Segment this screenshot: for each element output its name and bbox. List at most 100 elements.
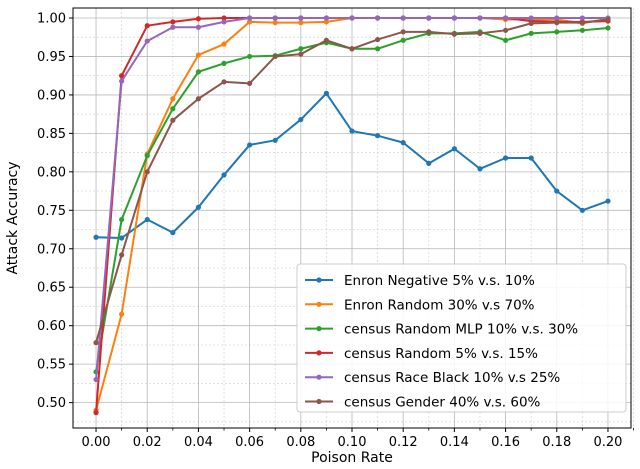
data-point: [579, 15, 585, 21]
legend-item: Enron Random 30% v.s 70%: [305, 297, 535, 313]
data-point: [605, 198, 611, 204]
legend-label: census Random 5% v.s. 15%: [344, 346, 538, 362]
series-5: [93, 15, 611, 383]
data-point: [502, 37, 509, 43]
y-axis-label: Attack Accuracy: [5, 161, 21, 274]
data-point: [554, 188, 560, 194]
data-point: [349, 46, 355, 52]
data-point: [170, 19, 176, 25]
y-tick-label: 0.85: [37, 127, 66, 142]
y-tick-label: 0.90: [37, 88, 66, 103]
data-point: [144, 169, 150, 175]
data-point: [195, 24, 202, 30]
data-point: [400, 29, 406, 35]
data-point: [400, 37, 406, 43]
data-point: [528, 30, 534, 36]
data-point: [298, 20, 304, 26]
data-point: [528, 155, 534, 161]
legend-label: Enron Negative 5% v.s. 10%: [344, 273, 535, 289]
x-tick-label: 0.04: [184, 435, 213, 450]
legend: Enron Negative 5% v.s. 10% Enron Random 3…: [296, 263, 627, 413]
legend-item: Enron Negative 5% v.s. 10%: [305, 273, 535, 289]
data-point: [119, 78, 125, 84]
x-tick-label: 0.00: [82, 435, 111, 450]
data-point: [323, 90, 330, 96]
x-tick-label: 0.16: [491, 435, 520, 450]
data-point: [272, 20, 278, 26]
data-point: [247, 142, 253, 148]
legend-item: census Gender 40% v.s. 60%: [305, 395, 541, 411]
data-point: [451, 146, 457, 152]
legend-marker: [316, 374, 322, 380]
data-point: [323, 19, 330, 25]
data-point: [477, 15, 483, 21]
data-point: [93, 340, 99, 346]
data-point: [426, 160, 432, 166]
data-point: [374, 15, 381, 21]
data-point: [144, 38, 150, 44]
data-point: [170, 96, 176, 102]
x-axis-label: Poison Rate: [311, 450, 393, 466]
data-point: [221, 60, 227, 66]
data-point: [221, 15, 227, 21]
x-tick-label: 0.20: [593, 435, 622, 450]
data-point: [298, 15, 304, 21]
data-point: [426, 29, 432, 35]
y-tick-label: 0.80: [37, 165, 66, 180]
y-tick-label: 0.70: [37, 242, 66, 257]
data-point: [605, 16, 611, 23]
data-point: [247, 15, 253, 21]
data-point: [451, 31, 457, 37]
data-point: [374, 133, 381, 139]
data-point: [477, 166, 483, 172]
data-point: [554, 29, 560, 35]
legend-marker: [316, 277, 322, 283]
legend-label: census Race Black 10% v.s 25%: [344, 370, 560, 386]
data-point: [93, 410, 99, 416]
data-point: [221, 41, 227, 47]
data-point: [554, 15, 560, 21]
data-point: [119, 311, 125, 317]
legend-label: census Gender 40% v.s. 60%: [344, 395, 541, 411]
data-point: [426, 15, 432, 21]
data-point: [554, 20, 560, 26]
data-point: [170, 117, 176, 123]
data-point: [195, 52, 202, 58]
series-6: [93, 16, 611, 346]
data-point: [170, 106, 176, 112]
data-point: [323, 37, 330, 43]
data-point: [119, 252, 125, 258]
data-point: [579, 27, 585, 33]
y-tick-label: 0.60: [37, 319, 66, 334]
y-tick-label: 0.95: [37, 50, 66, 65]
data-point: [502, 155, 509, 161]
data-point: [272, 137, 278, 143]
legend-marker: [316, 350, 322, 356]
data-point: [400, 140, 406, 146]
data-point: [272, 15, 278, 21]
data-point: [93, 234, 99, 240]
data-point: [247, 53, 253, 60]
data-point: [195, 69, 202, 75]
data-point: [528, 20, 534, 26]
legend-item: census Race Black 10% v.s 25%: [305, 370, 560, 386]
data-point: [272, 53, 278, 60]
data-point: [170, 230, 176, 236]
legend-marker: [316, 398, 322, 405]
data-point: [221, 172, 227, 178]
data-point: [400, 15, 406, 21]
series-1: [93, 90, 611, 241]
data-point: [298, 116, 304, 123]
axes: 0.00 0.02 0.04 0.06 0.08 0.10 0.12 0.14 0.16 0.18…: [37, 12, 634, 450]
y-tick-label: 0.75: [37, 204, 66, 219]
data-point: [93, 376, 99, 383]
x-tick-label: 0.06: [235, 435, 264, 450]
data-point: [323, 15, 330, 21]
data-point: [502, 27, 509, 33]
data-point: [298, 46, 304, 52]
x-tick-label: 0.12: [389, 435, 418, 450]
data-point: [119, 73, 125, 79]
x-tick-label: 0.14: [440, 435, 469, 450]
series-group: [93, 15, 611, 416]
